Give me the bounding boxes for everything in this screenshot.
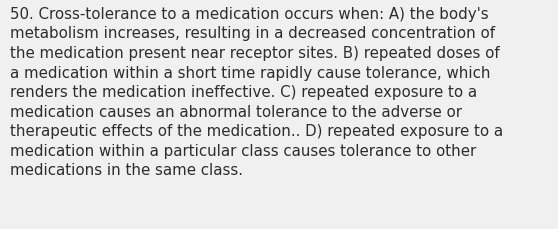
Text: 50. Cross-tolerance to a medication occurs when: A) the body's
metabolism increa: 50. Cross-tolerance to a medication occu… — [10, 7, 503, 178]
